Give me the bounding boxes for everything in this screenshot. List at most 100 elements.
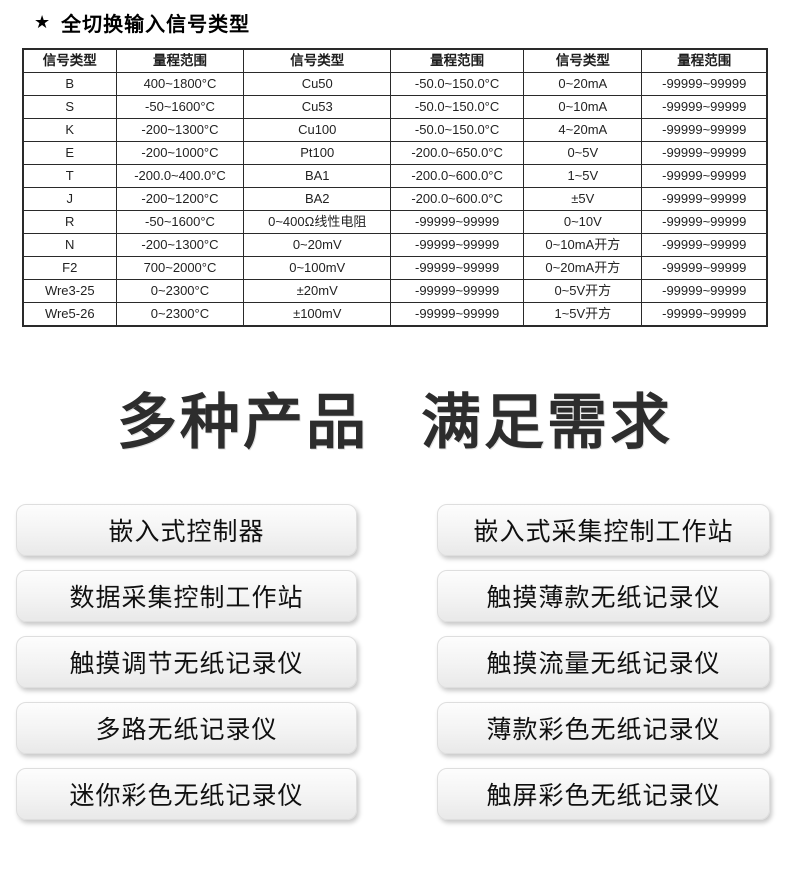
- table-cell: -200~1300°C: [115, 233, 245, 257]
- table-row-11: Wre5-26 0~2300°C ±100mV -99999~99999 1~5V开方 -…: [22, 302, 768, 327]
- table-cell: -99999~99999: [390, 279, 525, 303]
- table-cell: 0~5V: [523, 141, 643, 165]
- section-title: ★ 全切换输入信号类型: [34, 8, 250, 37]
- table-cell: K: [22, 118, 117, 142]
- table-cell: Cu100: [243, 118, 392, 142]
- table-cell: -99999~99999: [641, 210, 768, 234]
- table-cell: Cu50: [243, 72, 392, 96]
- table-cell: -50.0~150.0°C: [390, 95, 525, 119]
- table-cell: 4~20mA: [523, 118, 643, 142]
- table-cell: -99999~99999: [641, 118, 768, 142]
- headline: 多种产品 满足需求: [0, 374, 790, 461]
- table-cell: Wre5-26: [22, 302, 117, 327]
- table-cell: -50~1600°C: [115, 95, 245, 119]
- table-cell: 0~2300°C: [115, 302, 245, 327]
- table-cell: BA1: [243, 164, 392, 188]
- table-row-10: Wre3-25 0~2300°C ±20mV -99999~99999 0~5V开方 -9…: [22, 279, 768, 303]
- table-cell: J: [22, 187, 117, 211]
- table-cell: F2: [22, 256, 117, 280]
- product-button-right-2[interactable]: 触摸薄款无纸记录仪: [437, 570, 770, 622]
- column-header-6: 量程范围: [641, 48, 768, 73]
- table-cell: 0~20mA开方: [523, 256, 643, 280]
- headline-part-1: 多种产品: [117, 389, 369, 456]
- table-cell: -200.0~650.0°C: [390, 141, 525, 165]
- headline-part-2: 满足需求: [421, 389, 673, 456]
- table-cell: -200~1000°C: [115, 141, 245, 165]
- table-row-2: S -50~1600°C Cu53 -50.0~150.0°C 0~10mA -99999…: [22, 95, 768, 119]
- table-row-1: B 400~1800°C Cu50 -50.0~150.0°C 0~20mA -99999…: [22, 72, 768, 96]
- table-cell: BA2: [243, 187, 392, 211]
- table-cell: -99999~99999: [641, 279, 768, 303]
- section-title-label: 全切换输入信号类型: [61, 14, 251, 36]
- product-buttons: 嵌入式控制器 嵌入式采集控制工作站数据采集控制工作站 触摸薄款无纸记录仪触摸调节无纸…: [16, 504, 770, 820]
- table-cell: 0~10mA: [523, 95, 643, 119]
- table-header-row: 信号类型 量程范围 信号类型 量程范围 信号类型 量程范围: [22, 48, 768, 73]
- column-header-1: 信号类型: [22, 48, 117, 73]
- table-cell: -99999~99999: [641, 72, 768, 96]
- table-row-5: T -200.0~400.0°C BA1 -200.0~600.0°C 1~5V -999…: [22, 164, 768, 188]
- product-button-right-3[interactable]: 触摸流量无纸记录仪: [437, 636, 770, 688]
- product-button-right-1[interactable]: 嵌入式采集控制工作站: [437, 504, 770, 556]
- table-cell: -99999~99999: [641, 141, 768, 165]
- table-cell: -99999~99999: [390, 210, 525, 234]
- table-cell: 0~20mA: [523, 72, 643, 96]
- table-cell: 0~20mV: [243, 233, 392, 257]
- star-icon: ★: [34, 12, 52, 32]
- table-cell: -99999~99999: [641, 302, 768, 327]
- table-row-4: E -200~1000°C Pt100 -200.0~650.0°C 0~5V -9999…: [22, 141, 768, 165]
- product-button-left-1[interactable]: 嵌入式控制器: [16, 504, 357, 556]
- table-cell: -50~1600°C: [115, 210, 245, 234]
- table-cell: 0~2300°C: [115, 279, 245, 303]
- table-cell: -99999~99999: [641, 164, 768, 188]
- table-cell: -200.0~400.0°C: [115, 164, 245, 188]
- table-cell: Cu53: [243, 95, 392, 119]
- product-button-left-3[interactable]: 触摸调节无纸记录仪: [16, 636, 357, 688]
- table-cell: 400~1800°C: [115, 72, 245, 96]
- column-header-4: 量程范围: [390, 48, 525, 73]
- table-row-9: F2 700~2000°C 0~100mV -99999~99999 0~20mA开方 -…: [22, 256, 768, 280]
- column-header-5: 信号类型: [523, 48, 643, 73]
- table-cell: 1~5V: [523, 164, 643, 188]
- table-cell: 0~400Ω线性电阻: [243, 210, 392, 234]
- product-button-left-2[interactable]: 数据采集控制工作站: [16, 570, 357, 622]
- table-cell: 1~5V开方: [523, 302, 643, 327]
- table-row-3: K -200~1300°C Cu100 -50.0~150.0°C 4~20mA -999…: [22, 118, 768, 142]
- table-cell: -99999~99999: [641, 233, 768, 257]
- table-cell: -50.0~150.0°C: [390, 118, 525, 142]
- table-cell: -200.0~600.0°C: [390, 164, 525, 188]
- table-cell: ±5V: [523, 187, 643, 211]
- table-cell: -99999~99999: [641, 256, 768, 280]
- table-cell: B: [22, 72, 117, 96]
- table-cell: Pt100: [243, 141, 392, 165]
- table-cell: -200~1300°C: [115, 118, 245, 142]
- product-button-right-4[interactable]: 薄款彩色无纸记录仪: [437, 702, 770, 754]
- table-cell: -200~1200°C: [115, 187, 245, 211]
- table-row-6: J -200~1200°C BA2 -200.0~600.0°C ±5V -99999~9…: [22, 187, 768, 211]
- column-header-3: 信号类型: [243, 48, 392, 73]
- table-cell: -99999~99999: [390, 233, 525, 257]
- table-cell: E: [22, 141, 117, 165]
- table-cell: Wre3-25: [22, 279, 117, 303]
- table-cell: ±100mV: [243, 302, 392, 327]
- product-button-left-4[interactable]: 多路无纸记录仪: [16, 702, 357, 754]
- table-cell: 0~5V开方: [523, 279, 643, 303]
- product-button-right-5[interactable]: 触屏彩色无纸记录仪: [437, 768, 770, 820]
- table-cell: 700~2000°C: [115, 256, 245, 280]
- table-cell: 0~10mA开方: [523, 233, 643, 257]
- product-button-left-5[interactable]: 迷你彩色无纸记录仪: [16, 768, 357, 820]
- table-cell: -50.0~150.0°C: [390, 72, 525, 96]
- signal-type-table: 信号类型 量程范围 信号类型 量程范围 信号类型 量程范围 B 400~1800°C Cu50…: [22, 48, 768, 327]
- table-cell: -99999~99999: [641, 95, 768, 119]
- table-cell: T: [22, 164, 117, 188]
- table-cell: R: [22, 210, 117, 234]
- table-cell: -99999~99999: [390, 256, 525, 280]
- table-row-7: R -50~1600°C 0~400Ω线性电阻 -99999~99999 0~10V -9…: [22, 210, 768, 234]
- column-header-2: 量程范围: [115, 48, 245, 73]
- table-row-8: N -200~1300°C 0~20mV -99999~99999 0~10mA开方 -9…: [22, 233, 768, 257]
- table-cell: -99999~99999: [390, 302, 525, 327]
- table-cell: 0~10V: [523, 210, 643, 234]
- table-cell: S: [22, 95, 117, 119]
- table-cell: ±20mV: [243, 279, 392, 303]
- table-cell: 0~100mV: [243, 256, 392, 280]
